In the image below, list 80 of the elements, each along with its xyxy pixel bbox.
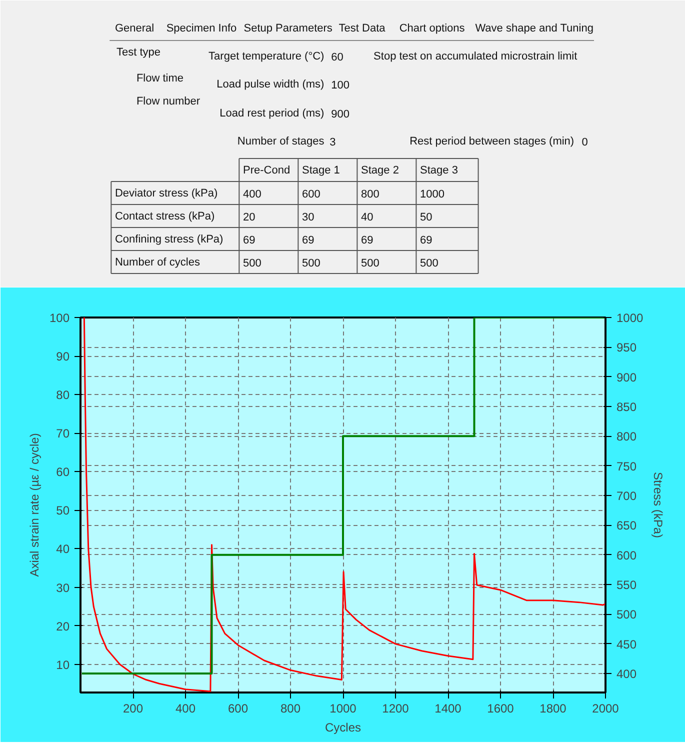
- text: Number of stages: [237, 136, 325, 148]
- y-tick-label: 60: [56, 465, 70, 480]
- y2-tick-label: 750: [616, 459, 637, 474]
- text: 400: [242, 188, 262, 200]
- text: Stop test on accumulated microstrain limit: [374, 50, 578, 62]
- y-tick-label: 40: [56, 542, 70, 556]
- text: 0: [582, 136, 588, 148]
- text: 69: [242, 234, 256, 246]
- text: 600: [302, 188, 320, 200]
- y-tick-label: 30: [56, 580, 70, 595]
- y-tick-label: 10: [56, 658, 70, 672]
- text: Test Data: [338, 22, 386, 34]
- y-tick-label: 80: [56, 388, 70, 402]
- text: 500: [420, 258, 438, 270]
- text: 800: [361, 188, 380, 200]
- text: 3: [330, 136, 336, 148]
- text: 20: [242, 212, 256, 224]
- y-tick-label: 100: [49, 311, 70, 325]
- text: 900: [331, 108, 350, 120]
- y2-tick-label: 900: [616, 370, 637, 384]
- text: Chart options: [399, 22, 466, 34]
- text: General: [114, 22, 154, 34]
- text: Number of cycles: [114, 256, 200, 268]
- text: Load rest period (ms): [220, 108, 324, 120]
- y2-tick-label: 800: [616, 430, 637, 444]
- y2-tick-label: 1000: [616, 311, 644, 325]
- x-axis-title: Cycles: [324, 720, 362, 734]
- y2-tick-label: 500: [616, 608, 637, 622]
- text: Flow time: [136, 72, 184, 84]
- text: Stage 2: [361, 164, 399, 176]
- x-tick-label: 600: [228, 702, 248, 716]
- text: 500: [302, 258, 320, 270]
- x-tick-label: 1600: [487, 702, 514, 716]
- text: Contact stress (kPa): [114, 210, 215, 222]
- y-tick-label: 20: [56, 619, 70, 634]
- y2-tick-label: 550: [616, 578, 637, 592]
- text: 1000: [420, 188, 445, 200]
- y2-tick-label: 850: [616, 400, 637, 414]
- y2-tick-label: 700: [616, 489, 637, 504]
- text: 500: [361, 258, 380, 270]
- text: Stage 1: [302, 164, 340, 176]
- text: Wave shape and Tuning: [475, 22, 594, 34]
- text: 69: [302, 234, 314, 246]
- text: Deviator stress (kPa): [114, 188, 218, 200]
- x-tick-label: 400: [175, 702, 196, 716]
- text: Test type: [116, 46, 161, 58]
- y-tick-label: 50: [56, 504, 70, 518]
- text: Confining stress (kPa): [114, 234, 224, 246]
- y2-axis-title: Stress (kPa): [651, 472, 666, 538]
- x-tick-label: 1400: [434, 702, 462, 716]
- x-tick-label: 1800: [540, 702, 567, 716]
- y2-tick-label: 650: [616, 518, 637, 533]
- x-tick-label: 2000: [592, 702, 620, 716]
- text: Rest period between stages (min): [410, 136, 574, 148]
- y-tick-label: 90: [56, 350, 70, 364]
- text: Stage 3: [420, 164, 458, 176]
- y2-tick-label: 400: [616, 667, 637, 682]
- text: Target temperature (°C): [208, 50, 324, 62]
- text: 69: [361, 234, 374, 246]
- y2-tick-label: 450: [616, 637, 637, 652]
- text: 69: [420, 234, 432, 246]
- text: Flow number: [136, 96, 200, 108]
- text: 30: [302, 212, 314, 224]
- text: 50: [420, 212, 432, 224]
- text: 60: [331, 52, 344, 64]
- text: Pre-Cond: [242, 164, 290, 176]
- x-tick-label: 200: [122, 702, 144, 716]
- text: Specimen Info: [166, 22, 237, 34]
- text: Load pulse width (ms): [216, 78, 324, 90]
- text: Setup Parameters: [244, 22, 333, 34]
- x-tick-label: 1200: [382, 702, 410, 716]
- y2-tick-label: 600: [616, 548, 637, 562]
- text: 100: [331, 80, 350, 92]
- y-axis-title: Axial strain rate (µε / cycle): [27, 433, 42, 577]
- y-tick-label: 70: [56, 426, 70, 441]
- x-tick-label: 800: [280, 702, 301, 716]
- x-tick-label: 1000: [330, 702, 357, 716]
- text: 40: [361, 212, 374, 224]
- text: 500: [242, 258, 262, 270]
- y2-tick-label: 950: [616, 340, 637, 355]
